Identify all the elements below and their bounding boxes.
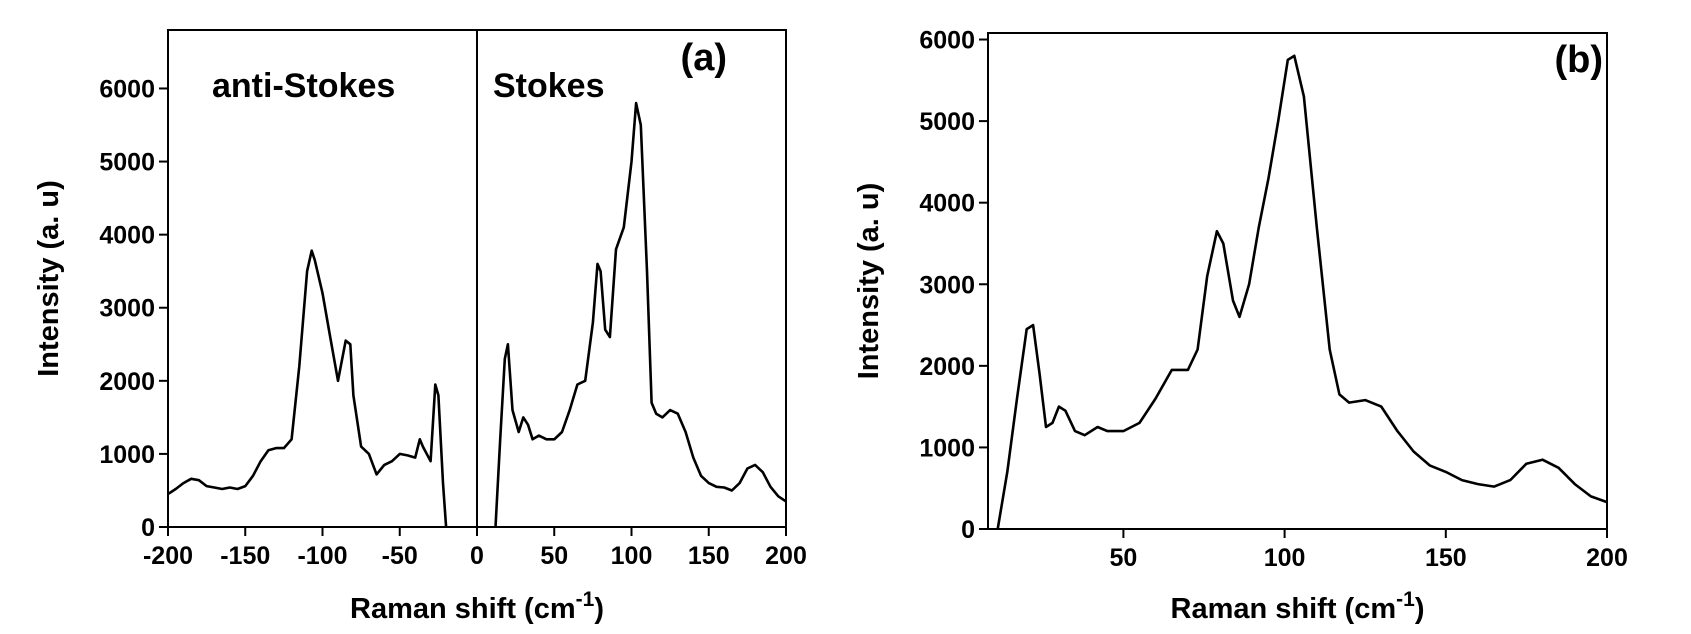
x-tick-label: 100 xyxy=(611,542,653,570)
y-tick-label: 4000 xyxy=(99,222,155,250)
y-tick-label: 1000 xyxy=(919,434,975,462)
x-tick-label: 200 xyxy=(1586,544,1628,572)
x-axis-label-part: -1 xyxy=(1396,588,1415,611)
x-tick-label: 100 xyxy=(1264,544,1306,572)
y-axis-label: Intensity (a. u) xyxy=(853,183,885,380)
x-tick-label: 50 xyxy=(540,542,568,570)
y-tick-label: 5000 xyxy=(99,149,155,177)
data-line xyxy=(996,54,1608,530)
y-tick-label: 2000 xyxy=(99,368,155,396)
x-tick-label: 50 xyxy=(1110,544,1138,572)
y-tick-label: 0 xyxy=(961,516,975,544)
x-tick-label: -200 xyxy=(143,542,193,570)
x-tick-label: -100 xyxy=(297,542,347,570)
y-tick-label: 0 xyxy=(141,514,155,542)
y-tick-label: 1000 xyxy=(99,441,155,469)
plot-frame xyxy=(987,32,1608,530)
annotation: (b) xyxy=(1554,39,1603,81)
x-axis-label-part: -1 xyxy=(576,588,595,611)
annotation: anti-Stokes xyxy=(212,67,395,105)
x-axis-label-part: Raman shift (cm xyxy=(350,593,576,625)
x-axis-label-part: ) xyxy=(1415,593,1425,625)
chart-panel: 0 1000 2000 3000 4000 5000 6000 50 100 150 200 Rama… xyxy=(853,27,1628,625)
y-tick-label: 6000 xyxy=(99,75,155,103)
x-axis-label-part: Raman shift (cm xyxy=(1171,593,1397,625)
x-tick-label: 150 xyxy=(1425,544,1467,572)
data-line xyxy=(167,101,787,528)
x-tick-label: 150 xyxy=(688,542,730,570)
x-axis-label: Raman shift (cm-1) xyxy=(350,588,604,625)
x-tick-label: 0 xyxy=(470,542,484,570)
y-axis-label: Intensity (a. u) xyxy=(33,180,65,377)
y-tick-label: 5000 xyxy=(919,108,975,136)
x-axis-label-part: ) xyxy=(594,593,604,625)
x-tick-label: -150 xyxy=(220,542,270,570)
annotation: (a) xyxy=(681,37,727,79)
y-tick-label: 3000 xyxy=(919,271,975,299)
x-tick-label: -50 xyxy=(382,542,418,570)
annotation: Stokes xyxy=(493,67,605,105)
y-tick-label: 6000 xyxy=(919,27,975,55)
y-tick-label: 2000 xyxy=(919,353,975,381)
y-tick-label: 3000 xyxy=(99,295,155,323)
x-axis-label: Raman shift (cm-1) xyxy=(1171,588,1425,625)
y-tick-label: 4000 xyxy=(919,190,975,218)
x-tick-label: 200 xyxy=(765,542,807,570)
